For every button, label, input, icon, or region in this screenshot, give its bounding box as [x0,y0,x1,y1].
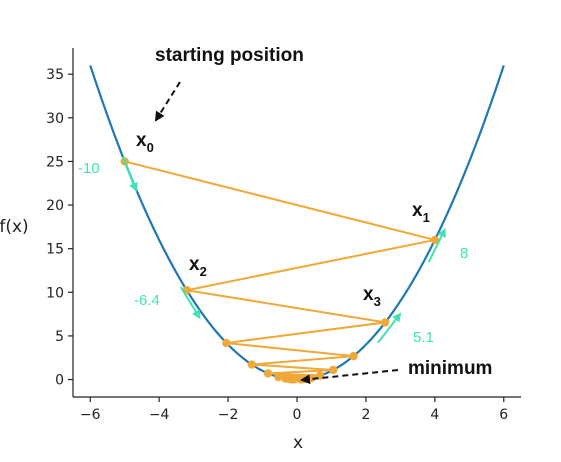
point-label-x0: x0 [136,130,154,155]
gradient-label-x2: -6.4 [134,292,160,309]
y-tick-label: 35 [46,67,64,83]
svg-text:x3: x3 [363,284,381,309]
minimum-label: minimum [408,358,492,379]
gradient-arrow-0 [121,156,138,193]
point-label-x1-main: x [412,200,423,221]
x-tick-label: 4 [430,407,439,423]
point-label-x2-main: x [189,254,200,275]
x-axis-label: x [293,433,303,453]
y-axis-label: f(x) [0,217,29,237]
gradient-label-x1: 8 [460,245,468,262]
point-label-x2: x2 [189,254,207,279]
descent-point [381,318,390,327]
x-tick-label: −6 [80,407,101,423]
x-tick-label: 0 [293,407,302,423]
starting-position-arrow [154,81,181,122]
descent-path-layer [124,160,436,381]
descent-point [263,369,273,378]
gradient-arrows-layer [121,156,446,344]
starting-position-annotation: starting position [154,45,304,122]
y-tick-label: 5 [55,329,64,345]
gradient-arrow-3 [377,312,402,344]
point-label-x2-sub: 2 [200,264,207,279]
svg-text:x2: x2 [189,254,207,279]
point-label-x1: x1 [412,200,430,225]
gradient-label-x3: 5.1 [413,329,434,346]
starting-position-label: starting position [155,45,304,66]
point-label-x0-main: x [136,130,147,151]
x-tick-label: 2 [361,407,370,423]
gradient-arrow-2 [179,286,201,320]
svg-text:x1: x1 [412,200,430,225]
descent-path-line [124,160,436,381]
descent-point [247,360,257,369]
y-tick-label: 20 [46,198,64,214]
descent-point [430,235,440,245]
gradient-arrow-1 [427,228,446,263]
y-tick-label: 25 [46,154,64,170]
descent-point [222,338,231,348]
point-label-x3-sub: 3 [374,294,381,309]
parabola-curve [89,65,505,381]
curve-layer [89,65,505,381]
x-tick-label: −2 [218,407,239,423]
point-label-x1-sub: 1 [423,210,430,225]
descent-point [328,365,338,375]
y-tick-label: 10 [46,285,64,301]
descent-point [289,375,299,384]
point-label-x0-sub: 0 [147,140,154,155]
x-tick-label: −4 [149,407,170,423]
minimum-annotation: minimum [300,358,492,385]
point-label-x3-main: x [363,284,374,305]
y-tick-label: 0 [55,373,64,389]
minimum-arrow [300,369,399,385]
descent-point [349,351,358,361]
gradient-label-x0: -10 [78,160,100,177]
y-tick-label: 30 [46,111,64,127]
y-tick-label: 15 [46,242,64,258]
x-tick-label: 6 [499,407,508,423]
point-label-x3: x3 [363,284,381,309]
svg-text:x0: x0 [136,130,154,155]
descent-point [274,372,283,382]
